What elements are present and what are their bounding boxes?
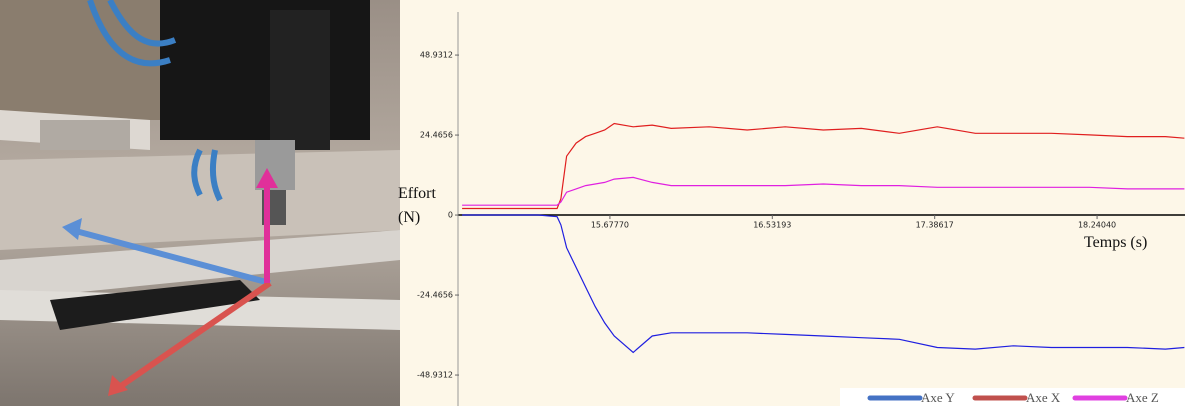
legend-label: Axe Z xyxy=(1126,390,1159,405)
series-line xyxy=(462,122,1185,210)
legend-label: Axe X xyxy=(1026,390,1061,405)
x-tick-label: 18.24040 xyxy=(1078,221,1116,230)
legend-label: Axe Y xyxy=(921,390,955,405)
y-tick-label: 24.4656 xyxy=(420,131,453,140)
y-tick-label: 0 xyxy=(448,211,453,220)
x-tick-label: 15.67770 xyxy=(591,221,629,230)
x-tick-label: 17.38617 xyxy=(916,221,954,230)
y-tick-label: -24.4656 xyxy=(417,291,453,300)
photo xyxy=(0,0,400,406)
plot-background xyxy=(400,0,1185,406)
y-axis-label: Effort (N) xyxy=(398,185,436,226)
x-axis-label: Temps (s) xyxy=(1084,234,1148,251)
y-tick-label: -48.9312 xyxy=(417,371,453,380)
y-tick-label: 48.9312 xyxy=(420,51,453,60)
series-line xyxy=(462,214,1185,354)
x-tick-label: 16.53193 xyxy=(753,221,791,230)
series-line xyxy=(462,176,1185,206)
